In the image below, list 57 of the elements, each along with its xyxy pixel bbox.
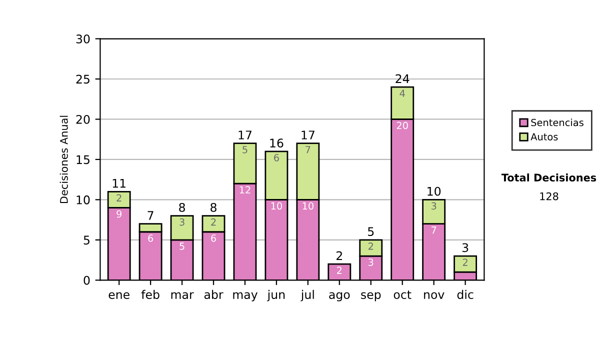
data-label: 5 [242, 146, 248, 154]
text: 128 [540, 192, 558, 200]
total-label: 2 [336, 251, 342, 260]
y-tick-label: 25 [76, 74, 90, 84]
total-label: 7 [148, 211, 154, 220]
y-tick-label: 30 [76, 34, 90, 44]
data-label: 2 [337, 266, 342, 274]
x-tick-label: jul [300, 290, 314, 302]
x-tick-label: sep [361, 292, 381, 302]
y-tick-label: 5 [84, 236, 90, 245]
data-label: 7 [432, 226, 436, 234]
text: Total Decisiones [501, 173, 596, 182]
data-label: 2 [368, 242, 374, 250]
data-label: 2 [116, 194, 122, 202]
data-label: 9 [116, 210, 122, 218]
x-tick-label: oct [394, 290, 412, 300]
y-tick-label: 15 [76, 155, 90, 164]
data-label: 4 [400, 90, 405, 97]
data-label: 12 [240, 186, 250, 194]
data-label: 6 [211, 234, 216, 242]
data-label: 2 [462, 258, 468, 266]
total-label: 8 [210, 202, 216, 212]
data-label: 10 [271, 202, 282, 210]
y-tick-label: 0 [84, 276, 90, 285]
data-label: 2 [211, 218, 216, 226]
legend-label: Sentencias [531, 118, 584, 126]
x-tick-label: ago [329, 292, 350, 302]
x-tick-label: may [233, 292, 258, 302]
x-tick-label: mar [171, 292, 194, 300]
data-label: 20 [396, 122, 408, 130]
total-label: 24 [396, 74, 410, 83]
x-tick-label: feb [141, 290, 160, 300]
data-label: 3 [180, 218, 184, 226]
x-tick-label: nov [424, 292, 444, 300]
x-tick-label: dic [457, 290, 474, 300]
total-label: 16 [270, 138, 284, 148]
y-tick-label: 20 [76, 114, 90, 124]
data-label: 7 [306, 146, 310, 154]
legend-label: Autos [530, 133, 558, 140]
total-label: 3 [462, 243, 468, 252]
data-label: 10 [302, 202, 314, 210]
y-axis-title: Decisiones Anual [60, 116, 68, 203]
total-label: 17 [238, 130, 252, 140]
data-label: 6 [148, 234, 154, 242]
total-label: 8 [179, 202, 185, 212]
total-label: 11 [112, 178, 126, 188]
total-label: 10 [428, 186, 441, 196]
x-tick-label: jun [267, 290, 285, 302]
data-label: 6 [274, 154, 279, 162]
x-tick-label: ene [108, 292, 130, 300]
data-label: 3 [431, 202, 436, 210]
total-label: 5 [368, 227, 374, 236]
data-label: 5 [180, 242, 184, 250]
total-label: 17 [302, 130, 314, 140]
x-tick-label: abr [204, 290, 224, 300]
data-label: 3 [368, 258, 374, 266]
y-tick-label: 10 [76, 195, 90, 204]
